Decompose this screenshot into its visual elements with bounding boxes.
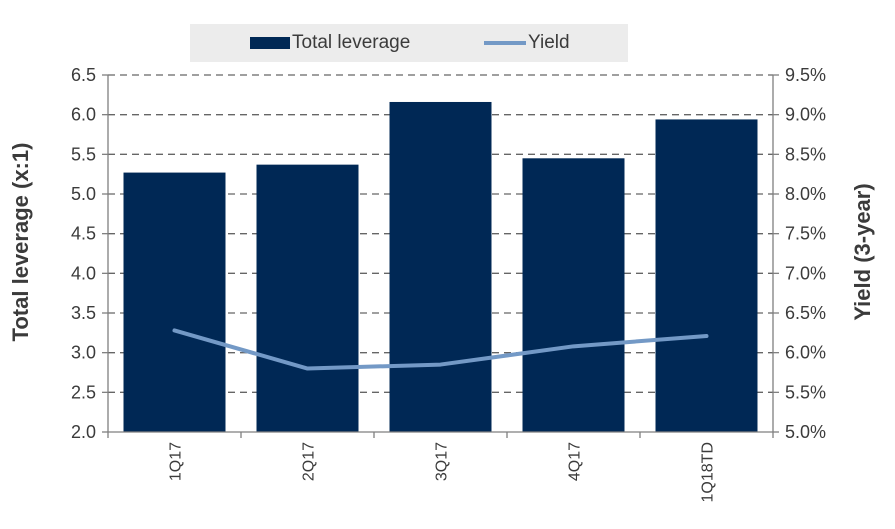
left-tick-label: 6.0 bbox=[71, 105, 96, 125]
left-tick-label: 3.0 bbox=[71, 343, 96, 363]
right-axis-ticks: 5.0% 5.5% 6.0% 6.5% 7.0% 7.5% 8.0% 8.5% 9.0% 9.5% bbox=[773, 65, 826, 442]
left-tick-label: 6.5 bbox=[71, 65, 96, 85]
line-series bbox=[172, 328, 709, 371]
y2-axis-title: Yield (3-year) bbox=[850, 183, 875, 320]
right-tick-label: 8.0% bbox=[785, 184, 826, 204]
x-tick-label: 4Q17 bbox=[567, 442, 584, 481]
legend-line-label: Yield bbox=[528, 32, 570, 53]
right-tick-label: 7.5% bbox=[785, 224, 826, 244]
left-tick-label: 4.0 bbox=[71, 263, 96, 283]
bar-2Q17 bbox=[256, 164, 359, 432]
left-tick-label: 4.5 bbox=[71, 224, 96, 244]
x-axis-ticks: 1Q17 2Q17 3Q17 4Q17 1Q18TD bbox=[107, 432, 774, 502]
x-tick-label: 3Q17 bbox=[434, 442, 451, 481]
axes bbox=[107, 75, 774, 433]
left-axis-ticks: 2.0 2.5 3.0 3.5 4.0 4.5 5.0 5.5 6.0 6.5 bbox=[71, 65, 108, 442]
bar-series bbox=[123, 101, 758, 433]
legend-item-line: Yield bbox=[484, 32, 570, 54]
x-tick-label: 1Q17 bbox=[168, 442, 185, 481]
legend: Total leverage Yield bbox=[190, 24, 628, 62]
bar-1Q18TD bbox=[655, 119, 758, 432]
legend-item-bar: Total leverage bbox=[250, 32, 410, 54]
right-tick-label: 9.5% bbox=[785, 65, 826, 85]
left-tick-label: 3.5 bbox=[71, 303, 96, 323]
left-tick-label: 5.5 bbox=[71, 144, 96, 164]
x-tick-label: 1Q18TD bbox=[700, 442, 717, 502]
right-tick-label: 6.0% bbox=[785, 343, 826, 363]
bar-3Q17 bbox=[389, 101, 492, 433]
left-tick-label: 5.0 bbox=[71, 184, 96, 204]
right-tick-label: 5.0% bbox=[785, 422, 826, 442]
legend-line-swatch bbox=[484, 41, 526, 45]
right-tick-label: 8.5% bbox=[785, 144, 826, 164]
x-tick-label: 2Q17 bbox=[301, 442, 318, 481]
left-tick-label: 2.0 bbox=[71, 422, 96, 442]
right-tick-label: 5.5% bbox=[785, 382, 826, 402]
legend-bar-swatch bbox=[250, 37, 290, 49]
left-tick-label: 2.5 bbox=[71, 382, 96, 402]
bar-1Q17 bbox=[123, 172, 226, 432]
right-tick-label: 6.5% bbox=[785, 303, 826, 323]
right-tick-label: 7.0% bbox=[785, 263, 826, 283]
bar-4Q17 bbox=[522, 158, 625, 433]
y-axis-title: Total leverage (x:1) bbox=[8, 143, 33, 342]
legend-bar-label: Total leverage bbox=[292, 32, 411, 53]
right-tick-label: 9.0% bbox=[785, 105, 826, 125]
